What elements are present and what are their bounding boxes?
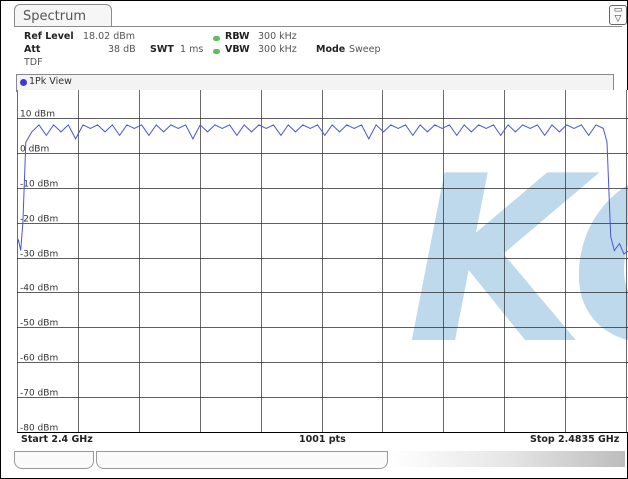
status-field-left[interactable]	[14, 451, 94, 469]
tdf-label: TDF	[24, 57, 43, 68]
rbw-indicator-icon	[213, 36, 220, 41]
stop-frequency: Stop 2.4835 GHz	[530, 434, 620, 445]
tab-spectrum[interactable]: Spectrum	[14, 4, 112, 27]
vbw-value: 300 kHz	[258, 44, 297, 55]
mode-label: Mode	[316, 44, 346, 55]
status-progress	[390, 451, 625, 467]
view-label: 1Pk View	[29, 76, 72, 87]
y-tick-label: -50 dBm	[20, 319, 58, 329]
att-value: 38 dB	[108, 44, 136, 55]
y-tick-label: -30 dBm	[20, 250, 58, 260]
y-tick-label: -70 dBm	[20, 389, 58, 399]
swt-label: SWT	[150, 44, 174, 55]
status-bar	[14, 451, 625, 469]
menu-icon[interactable]: ▭ ▽	[609, 5, 627, 25]
ref-level-value: 18.02 dBm	[83, 31, 136, 42]
frequency-axis-row: Start 2.4 GHz 1001 pts Stop 2.4835 GHz	[17, 432, 628, 447]
spectrum-chart: KC 10 dBm 0 dBm -10 dBm -20 dBm -30 dBm -40 dB…	[17, 90, 628, 432]
sweep-points: 1001 pts	[299, 434, 346, 445]
trace-indicator-icon	[20, 79, 27, 86]
vbw-label: VBW	[225, 44, 250, 55]
y-tick-label: 0 dBm	[20, 145, 49, 155]
ref-level-label: Ref Level	[24, 31, 74, 42]
y-tick-label: -40 dBm	[20, 284, 58, 294]
y-tick-label: -80 dBm	[20, 424, 58, 433]
mode-value: Sweep	[349, 44, 381, 55]
trace-1	[17, 124, 628, 255]
swt-value: 1 ms	[180, 44, 204, 55]
tab-baseline	[14, 26, 622, 27]
vbw-indicator-icon	[213, 49, 220, 54]
watermark-text: KC	[407, 128, 628, 395]
y-tick-label: -10 dBm	[20, 180, 58, 190]
tab-label: Spectrum	[23, 9, 86, 24]
att-label: Att	[24, 44, 41, 55]
spectrum-plot[interactable]: KC 10 dBm 0 dBm -10 dBm -20 dBm -30 dBm -40 dB…	[17, 90, 628, 432]
status-field-center[interactable]	[96, 451, 388, 469]
y-tick-label: -60 dBm	[20, 354, 58, 364]
rbw-label: RBW	[225, 31, 250, 42]
y-tick-label: 10 dBm	[20, 110, 55, 120]
start-frequency: Start 2.4 GHz	[21, 434, 93, 445]
rbw-value: 300 kHz	[258, 31, 297, 42]
y-tick-label: -20 dBm	[20, 215, 58, 225]
